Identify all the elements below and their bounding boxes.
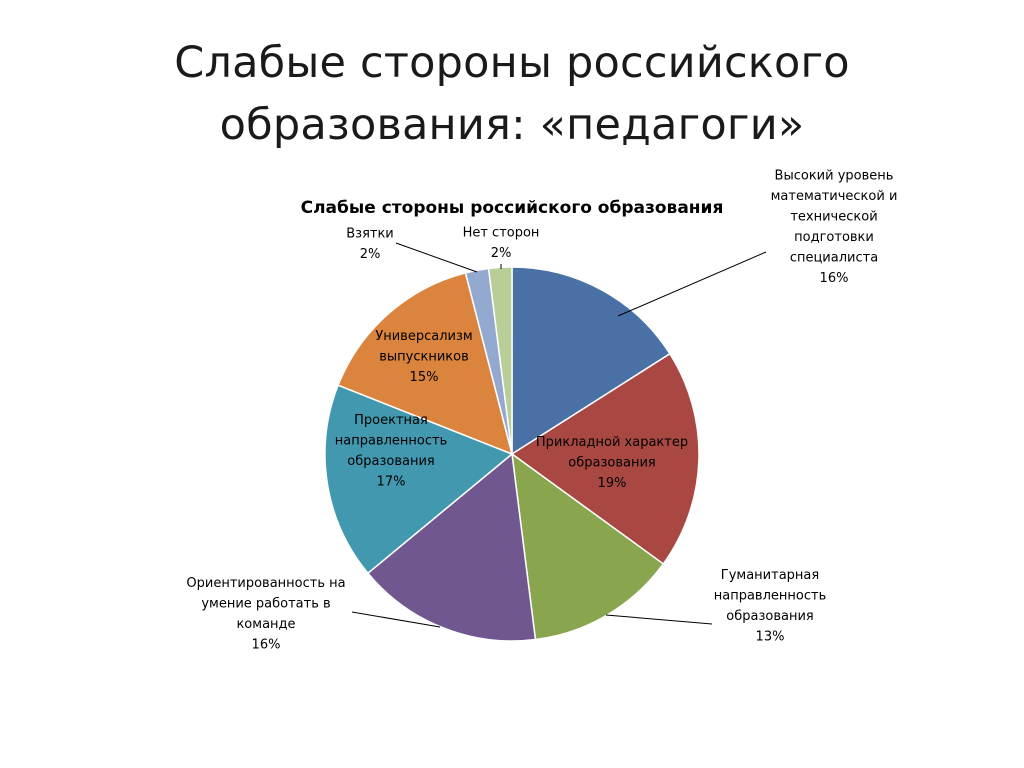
- slice-label-line: образования: [347, 454, 434, 469]
- slice-percent-label: 2%: [491, 246, 512, 261]
- leader-line-3: [605, 614, 713, 625]
- slice-label-line: Ориентированность на: [186, 576, 345, 591]
- slice-label-line: Нет сторон: [463, 225, 540, 240]
- slide-title: Слабые стороны российского образования: …: [112, 32, 912, 156]
- slice-label-line: Гуманитарная: [721, 568, 819, 583]
- slice-percent-label: 17%: [377, 474, 406, 489]
- slice-label-line: направленность: [714, 588, 827, 603]
- slice-label-line: Высокий уровень: [775, 168, 894, 183]
- slice-label-line: технической: [790, 209, 877, 224]
- slice-labels: Высокий уровень математической и техническ…: [186, 168, 897, 652]
- slice-label-line: выпускников: [379, 350, 469, 365]
- slice-label-3: Гуманитарная направленность образования 13%: [714, 568, 827, 645]
- pie-slices: [324, 266, 700, 642]
- slice-percent-label: 2%: [360, 247, 381, 262]
- leader-line-4: [351, 611, 441, 628]
- slice-percent-label: 19%: [598, 476, 627, 491]
- pie-slice-2: [510, 352, 700, 565]
- slice-percent-label: 16%: [820, 271, 849, 286]
- slice-label-line: Проектная: [354, 413, 428, 428]
- chart-title: Слабые стороны российского образования: [301, 198, 724, 218]
- leader-line-7: [395, 242, 478, 273]
- slice-label-1: Высокий уровень математической и техническ…: [771, 168, 898, 285]
- slice-label-line: образования: [568, 456, 655, 471]
- slice-label-line: умение работать в: [201, 596, 330, 611]
- slice-label-line: подготовки: [794, 230, 874, 245]
- leader-line-1: [617, 251, 767, 317]
- slice-label-5: Проектная направленность образования 17%: [335, 413, 448, 490]
- slice-percent-label: 15%: [410, 370, 439, 385]
- pie-slice-5: [324, 384, 514, 575]
- slice-label-line: команде: [236, 617, 295, 632]
- slice-percent-label: 16%: [252, 637, 281, 652]
- pie-slice-6: [337, 271, 514, 456]
- slide-title-line-1: Слабые стороны российского: [174, 38, 850, 88]
- slice-label-line: математической и: [771, 189, 898, 204]
- slice-label-line: Прикладной характер: [536, 435, 688, 450]
- slice-percent-label: 13%: [756, 629, 785, 644]
- pie-slice-8: [487, 266, 513, 455]
- slice-label-line: специалиста: [790, 250, 878, 265]
- slice-label-line: Универсализм: [375, 329, 472, 344]
- slice-label-2: Прикладной характер образования 19%: [536, 435, 688, 491]
- slice-label-7: Взятки 2%: [346, 226, 394, 261]
- slice-label-line: Взятки: [346, 226, 394, 241]
- leader-lines: [351, 242, 767, 628]
- pie-slice-4: [366, 452, 537, 642]
- slice-label-line: образования: [726, 609, 813, 624]
- slide-title-line-2: образования: «педагоги»: [219, 100, 805, 150]
- slice-label-8: Нет сторон 2%: [463, 225, 540, 260]
- slice-label-line: направленность: [335, 433, 448, 448]
- pie-slice-1: [511, 266, 671, 456]
- slice-label-4: Ориентированность на умение работать в ком…: [186, 576, 345, 653]
- slice-label-6: Универсализм выпускников 15%: [375, 329, 472, 385]
